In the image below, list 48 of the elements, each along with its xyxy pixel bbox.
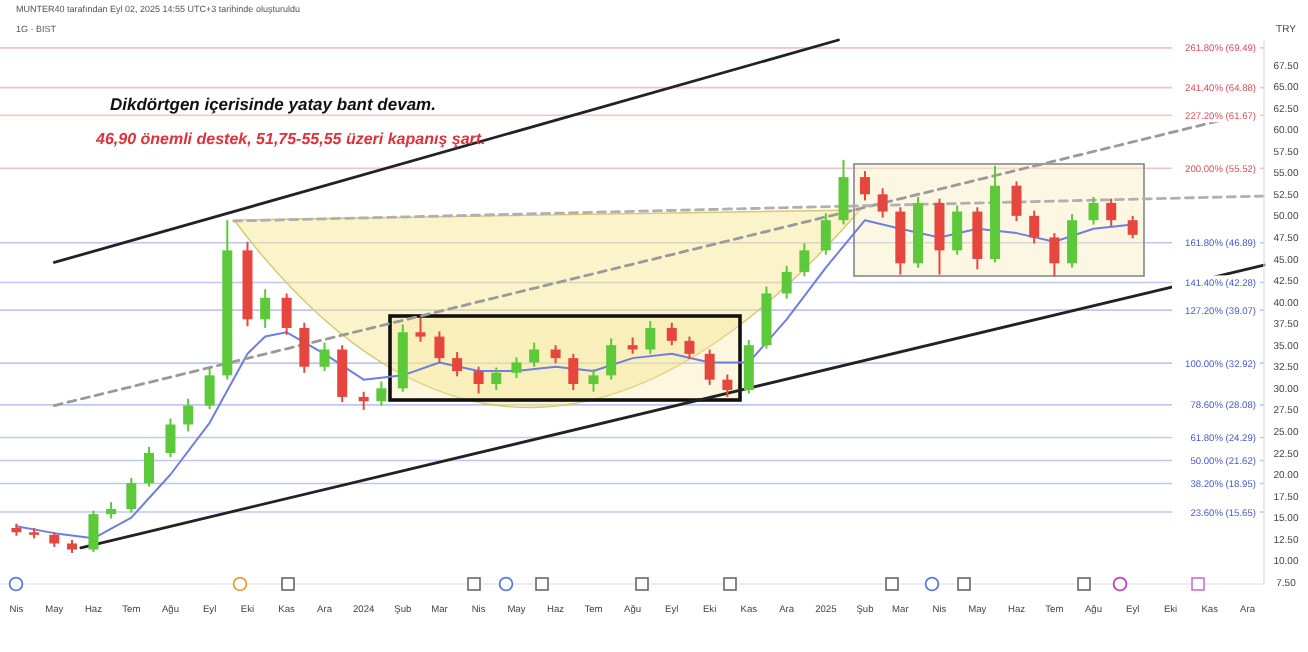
candlestick	[934, 197, 945, 276]
candlestick	[606, 337, 617, 381]
candlestick	[799, 242, 810, 278]
candlestick	[877, 187, 888, 219]
candlestick	[376, 380, 387, 407]
candlestick	[1127, 214, 1138, 240]
candlestick	[743, 339, 754, 395]
candlestick	[260, 288, 271, 329]
candlestick	[781, 264, 792, 300]
candlestick	[1049, 232, 1060, 278]
candlestick	[144, 445, 154, 488]
candlestick	[1011, 180, 1022, 223]
annotation: 46,90 önemli destek, 51,75-55,55 üzeri kapanış şart.	[94, 130, 486, 148]
candlestick	[491, 366, 502, 392]
candlestick	[126, 476, 137, 514]
candlestick	[299, 321, 310, 374]
candlestick	[722, 373, 733, 398]
candlestick	[165, 417, 176, 459]
candlestick	[684, 335, 695, 360]
annotation: Dikdörtgen içerisinde yatay bant devam.	[110, 94, 436, 114]
candlestick	[1029, 209, 1040, 245]
candlestick	[88, 509, 99, 554]
candlestick	[434, 330, 445, 364]
candlestick	[452, 351, 463, 378]
candlestick	[666, 321, 677, 347]
candlestick	[550, 344, 561, 365]
candlestick	[1067, 213, 1078, 269]
candlestick	[1106, 197, 1117, 228]
candlestick	[281, 292, 292, 336]
candlestick	[1088, 195, 1099, 226]
candlestick	[704, 348, 715, 386]
candlestick	[859, 170, 870, 202]
candlestick	[183, 397, 194, 433]
candlestick	[568, 352, 579, 392]
candlestick	[952, 204, 963, 256]
candlestick	[972, 206, 983, 271]
candlestick	[645, 320, 656, 355]
candlestick	[358, 390, 369, 411]
candlestick	[838, 158, 849, 226]
candlestick	[473, 365, 484, 395]
candlestick	[588, 368, 599, 393]
candlestick	[415, 316, 426, 343]
candlestick	[529, 341, 540, 368]
candlestick	[511, 356, 522, 379]
candlestick	[204, 366, 215, 410]
candlestick	[319, 341, 330, 373]
candlestick	[337, 344, 348, 404]
candlestick	[820, 212, 831, 256]
